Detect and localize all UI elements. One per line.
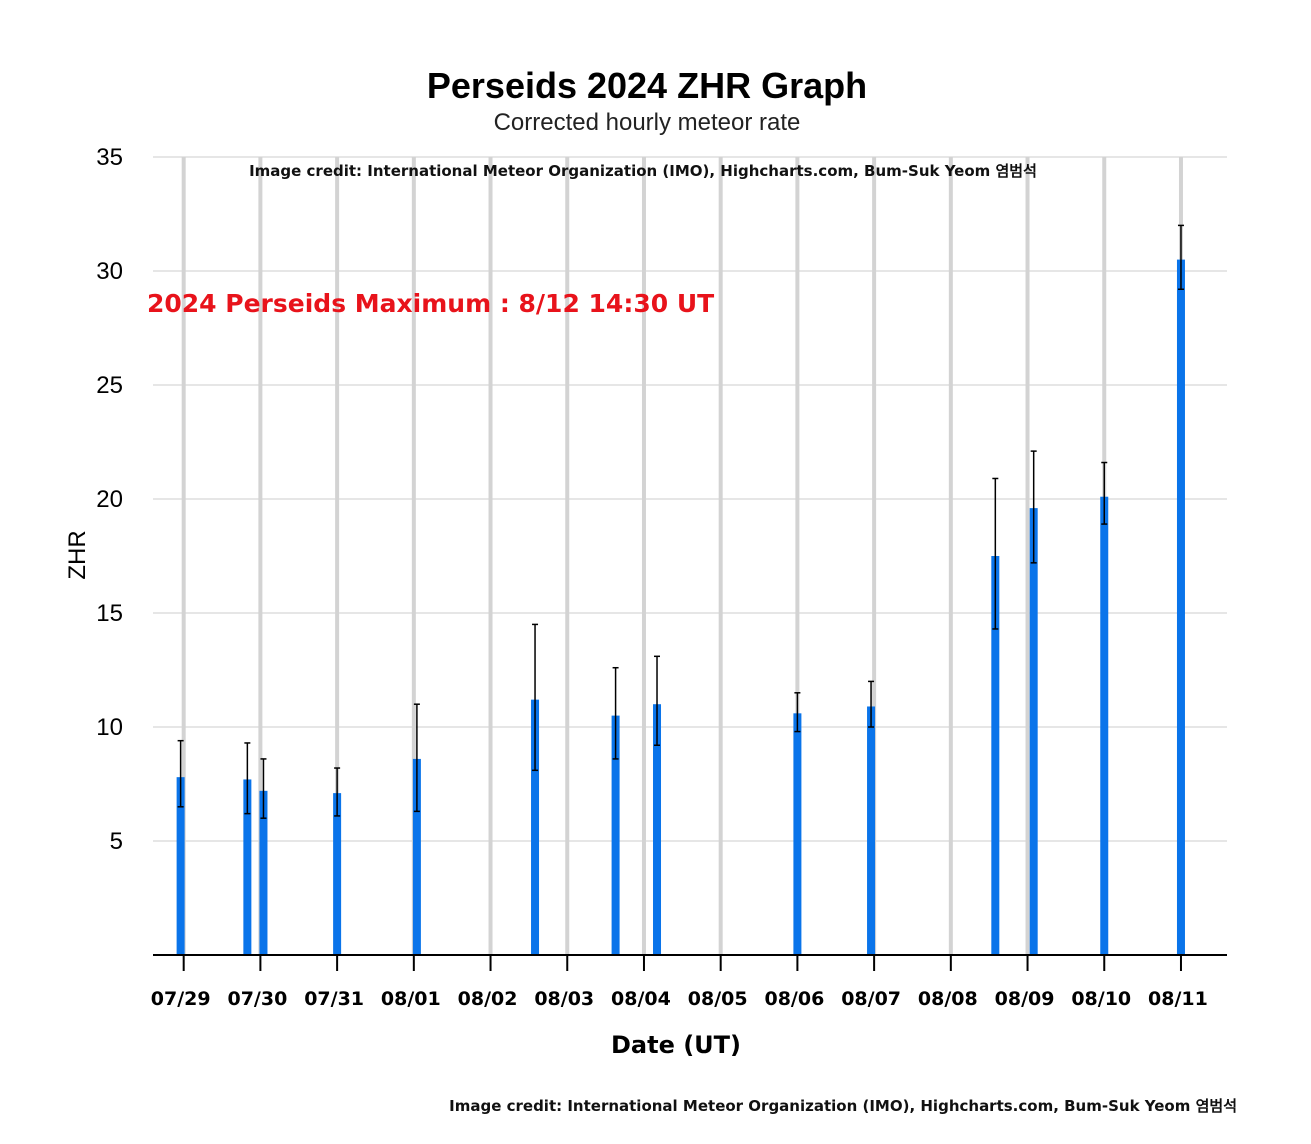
x-tick-label: 07/31 <box>304 988 364 1010</box>
error-bar <box>177 739 184 808</box>
error-bar <box>1101 461 1108 525</box>
zhr-bar <box>333 793 342 955</box>
error-bar <box>260 758 267 819</box>
y-axis-ticks: 5 10 15 20 25 30 35 <box>96 144 123 855</box>
zhr-bar <box>412 758 421 955</box>
zhr-bars <box>176 259 1185 956</box>
image-credit-bottom: Image credit: International Meteor Organ… <box>449 1097 1237 1115</box>
x-axis-title: Date (UT) <box>611 1031 741 1059</box>
error-bars <box>177 224 1184 819</box>
x-tick-label: 08/10 <box>1071 988 1131 1010</box>
zhr-bar <box>991 556 1000 955</box>
error-bar <box>868 680 875 728</box>
error-bar <box>334 767 341 817</box>
x-tick-label: 08/05 <box>688 988 748 1010</box>
y-tick-label: 35 <box>96 144 123 171</box>
y-axis-title: ZHR <box>64 530 91 579</box>
error-bar <box>1030 450 1037 564</box>
y-tick-label: 5 <box>110 828 123 855</box>
x-tick-label: 08/04 <box>611 988 671 1010</box>
y-tick-label: 10 <box>96 714 123 741</box>
x-tick-label: 08/01 <box>381 988 441 1010</box>
zhr-bar <box>653 704 662 955</box>
error-bar <box>532 623 539 772</box>
x-tick-label: 08/11 <box>1148 988 1208 1010</box>
y-tick-label: 30 <box>96 258 123 285</box>
image-credit-inner: Image credit: International Meteor Organ… <box>249 162 1037 180</box>
y-tick-label: 25 <box>96 372 123 399</box>
zhr-bar <box>867 706 876 955</box>
horizontal-gridlines <box>153 156 1227 842</box>
y-tick-label: 15 <box>96 600 123 627</box>
zhr-bar <box>1029 508 1038 955</box>
error-bar <box>1177 224 1184 290</box>
x-axis-ticks: 07/29 07/30 07/31 08/01 08/02 08/03 08/04 08/05… <box>151 955 1208 1010</box>
x-tick-label: 08/03 <box>534 988 594 1010</box>
maximum-annotation: 2024 Perseids Maximum : 8/12 14:30 UT <box>147 289 714 318</box>
zhr-bar <box>243 779 252 955</box>
error-bar <box>654 655 661 746</box>
error-bar <box>992 477 999 630</box>
error-bar <box>413 703 420 813</box>
x-tick-label: 08/06 <box>764 988 824 1010</box>
zhr-bar <box>176 777 185 955</box>
zhr-bar <box>1176 259 1185 956</box>
error-bar <box>612 666 619 760</box>
x-tick-label: 07/30 <box>227 988 287 1010</box>
chart-subtitle: Corrected hourly meteor rate <box>494 109 801 136</box>
error-bar <box>244 742 251 815</box>
y-tick-label: 20 <box>96 486 123 513</box>
zhr-bar <box>259 790 268 955</box>
chart-title: Perseids 2024 ZHR Graph <box>427 65 867 106</box>
x-tick-label: 08/07 <box>841 988 901 1010</box>
x-tick-label: 08/02 <box>458 988 518 1010</box>
x-tick-label: 08/09 <box>995 988 1055 1010</box>
x-tick-label: 07/29 <box>151 988 211 1010</box>
error-bar <box>794 692 801 733</box>
vertical-gridlines <box>181 157 1183 955</box>
zhr-bar <box>611 715 620 955</box>
zhr-bar <box>793 713 802 955</box>
x-tick-label: 08/08 <box>918 988 978 1010</box>
zhr-bar <box>1100 496 1109 955</box>
zhr-bar <box>531 699 540 955</box>
